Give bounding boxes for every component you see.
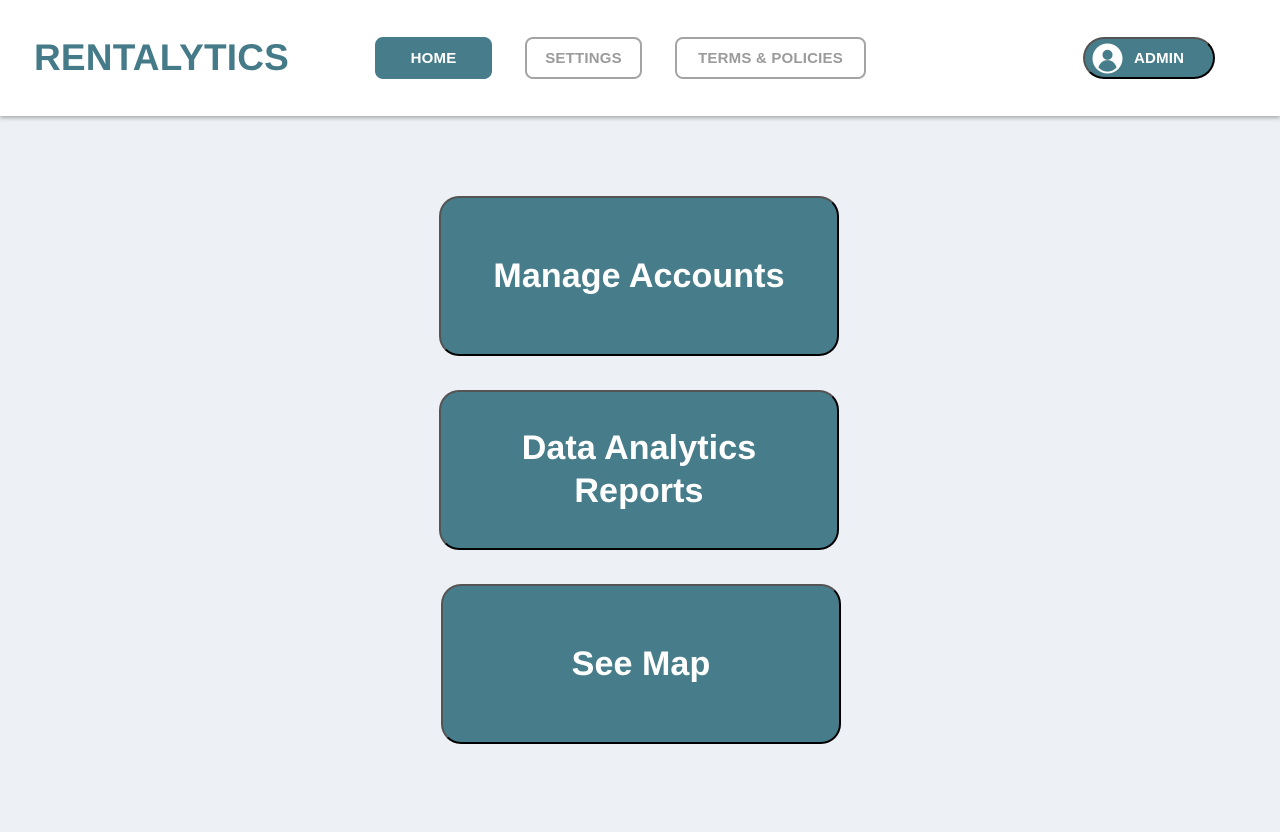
brand-logo[interactable]: RENTALYTICS (34, 37, 290, 78)
terms-policies-nav-button[interactable]: TERMS & POLICIES (675, 37, 866, 79)
admin-profile-button[interactable]: ADMIN (1083, 37, 1215, 79)
account-circle-icon (1092, 42, 1123, 74)
manage-accounts-button[interactable]: Manage Accounts (439, 196, 839, 356)
see-map-button[interactable]: See Map (441, 584, 841, 744)
see-map-label: See Map (571, 644, 711, 683)
data-analytics-reports-label: Data Analytics Reports (521, 429, 757, 510)
data-analytics-reports-button[interactable]: Data Analytics Reports (439, 390, 839, 550)
home-nav-button[interactable]: HOME (375, 37, 492, 79)
top-navigation-bar: RENTALYTICS HOME SETTINGS TERMS & POLICI… (0, 0, 1280, 116)
admin-label: ADMIN (1134, 49, 1185, 67)
manage-accounts-label: Manage Accounts (493, 256, 785, 295)
settings-nav-button[interactable]: SETTINGS (525, 37, 642, 79)
